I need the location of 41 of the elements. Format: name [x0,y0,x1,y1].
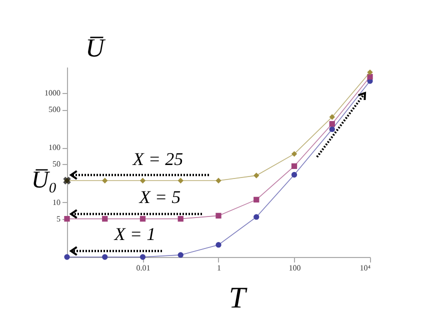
point [102,216,108,222]
annotation: X = 1 [113,224,156,244]
point [102,254,108,260]
point [140,216,146,222]
point [178,252,184,258]
point [64,216,70,222]
point [291,163,298,169]
point [367,74,373,80]
y-tick-label: 1000 [44,88,60,98]
x-axis-title: T [228,282,248,314]
point [216,212,222,219]
point [178,216,184,222]
point [329,114,335,120]
annotation: X = 25 [132,149,184,169]
annotation: X = 5 [138,187,181,207]
y-tick-label: 10 [52,198,60,207]
x-tick-label: 10⁴ [360,264,371,272]
point [329,126,335,132]
x-tick-label: 100 [288,264,301,272]
y-axis-title: U̅ [86,34,106,62]
annotation: U̅₀ [31,168,57,194]
point [329,121,335,127]
y-tick-label: 5 [56,214,60,224]
point [254,214,260,220]
point [216,242,222,248]
point [254,172,260,178]
y-tick-label: 100 [48,143,60,152]
point [140,178,146,184]
point [367,69,373,76]
point [291,172,298,178]
point [291,151,298,157]
y-tick-label: 50 [52,160,60,169]
y-tick-label: 500 [48,105,60,114]
x-tick-label: 1 [217,264,221,272]
point [178,178,184,184]
point [64,254,70,260]
point [254,196,260,202]
x-tick-label: 0.01 [136,264,150,272]
point [216,178,222,184]
point [102,178,108,184]
point [140,254,146,260]
